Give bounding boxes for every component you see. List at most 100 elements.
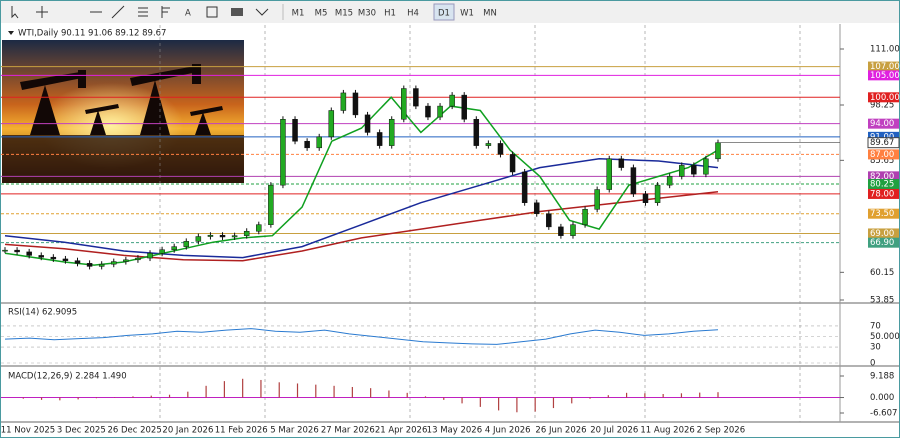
candle xyxy=(666,176,673,186)
candle xyxy=(678,165,685,177)
arrow-icon[interactable] xyxy=(255,8,269,16)
level-label: 87.00 xyxy=(870,150,894,160)
level-tag xyxy=(868,149,899,160)
date-label: 11 Nov 2025 xyxy=(1,426,55,436)
timeframe-button[interactable]: H4 xyxy=(407,9,419,19)
candle xyxy=(497,143,504,155)
price-tick-label: 98.25 xyxy=(870,100,894,110)
rsi-label: RSI(14) 62.9095 xyxy=(8,308,77,318)
label-icon[interactable] xyxy=(206,6,218,18)
candle xyxy=(654,184,661,203)
candle xyxy=(280,119,286,186)
candle xyxy=(183,241,190,247)
date-label: 13 May 2026 xyxy=(427,426,482,436)
date-label: 11 Feb 2026 xyxy=(215,426,268,436)
candle xyxy=(74,260,81,264)
timeframe-button[interactable]: W1 xyxy=(460,9,474,19)
candle xyxy=(546,213,552,228)
level-label: 73.50 xyxy=(870,209,894,219)
candle xyxy=(449,94,455,107)
level-tag xyxy=(868,118,899,129)
candle xyxy=(715,142,721,160)
level-label: 69.00 xyxy=(870,229,894,239)
candle xyxy=(231,235,238,238)
price-tick-label: 60.15 xyxy=(870,268,894,278)
candle xyxy=(340,92,347,111)
candle xyxy=(38,255,45,258)
candle xyxy=(123,259,129,262)
timeframe-button[interactable]: M30 xyxy=(358,9,376,19)
channel-icon[interactable] xyxy=(138,7,148,17)
level-label: 78.00 xyxy=(870,189,894,199)
timeframe-button[interactable]: H1 xyxy=(384,9,396,19)
trendline-icon[interactable] xyxy=(111,5,125,19)
level-tag xyxy=(868,208,899,219)
header-arrow xyxy=(8,31,14,35)
candle xyxy=(62,258,69,261)
candle xyxy=(86,263,93,267)
rsi-scale-label: 0 xyxy=(870,359,875,369)
timeframe-button[interactable]: M5 xyxy=(315,9,328,19)
candle xyxy=(352,92,359,116)
candle xyxy=(425,105,431,118)
level-label: 82.00 xyxy=(870,172,894,182)
candle xyxy=(292,119,298,142)
shape-icon[interactable] xyxy=(231,8,243,16)
level-tag xyxy=(868,179,899,190)
ground xyxy=(2,135,244,183)
macd-label: MACD(12,26,9) 2.284 1.490 xyxy=(8,372,127,382)
candle xyxy=(413,88,419,107)
candle xyxy=(703,158,709,175)
level-tag xyxy=(868,131,899,142)
candle xyxy=(582,209,588,225)
date-label: 20 Jul 2026 xyxy=(590,426,638,436)
candle xyxy=(147,252,153,259)
rsi-scale-label: 70 xyxy=(870,321,881,331)
moving-average xyxy=(4,158,719,259)
candle xyxy=(2,249,8,252)
toolbar: A M1 M5 M15 M30 H1 H4 D1 W1 MN xyxy=(1,1,899,23)
chart-header: WTI,Daily 90.11 91.06 89.12 89.67 xyxy=(18,29,166,39)
level-tag xyxy=(868,171,899,182)
candle xyxy=(606,158,612,190)
candle xyxy=(570,224,576,236)
timeframe-button[interactable]: M15 xyxy=(335,9,353,19)
candle xyxy=(207,234,214,237)
level-label: 66.90 xyxy=(870,238,894,248)
cursor-icon[interactable] xyxy=(11,6,19,19)
date-label: 27 Mar 2026 xyxy=(321,426,375,436)
crosshair-icon[interactable] xyxy=(36,6,48,18)
level-label: 80.25 xyxy=(870,180,894,190)
timeframe-active xyxy=(433,3,455,21)
level-tag xyxy=(868,237,899,248)
level-label: 107.00 xyxy=(870,62,900,72)
candle xyxy=(243,231,250,236)
candle xyxy=(14,249,20,253)
candle xyxy=(533,202,540,214)
date-label: 21 Apr 2026 xyxy=(375,426,428,436)
candle xyxy=(437,105,443,118)
date-label: 26 Dec 2025 xyxy=(107,426,161,436)
candle xyxy=(364,114,371,133)
level-label: 100.00 xyxy=(870,93,900,103)
timeframe-button[interactable]: D1 xyxy=(438,9,450,19)
timeframe-button[interactable]: M1 xyxy=(292,9,305,19)
candle xyxy=(316,136,322,149)
pumpjacks xyxy=(20,64,223,135)
rsi-scale-label: 30 xyxy=(870,343,881,353)
text-icon[interactable]: A xyxy=(185,9,191,19)
price-tick-label: 111.00 xyxy=(870,45,900,55)
fibo-icon[interactable] xyxy=(161,6,170,18)
candle xyxy=(195,236,202,242)
date-label: 3 Dec 2025 xyxy=(57,426,106,436)
date-label: 4 Jun 2026 xyxy=(485,426,531,436)
level-tag xyxy=(868,188,899,199)
moving-average xyxy=(4,96,719,266)
timeframe-button[interactable]: MN xyxy=(483,9,497,19)
candle xyxy=(509,154,516,173)
macd-scale-label: 0.000 xyxy=(870,393,894,403)
candle xyxy=(135,257,141,261)
candle xyxy=(558,226,564,236)
candle xyxy=(98,263,105,267)
